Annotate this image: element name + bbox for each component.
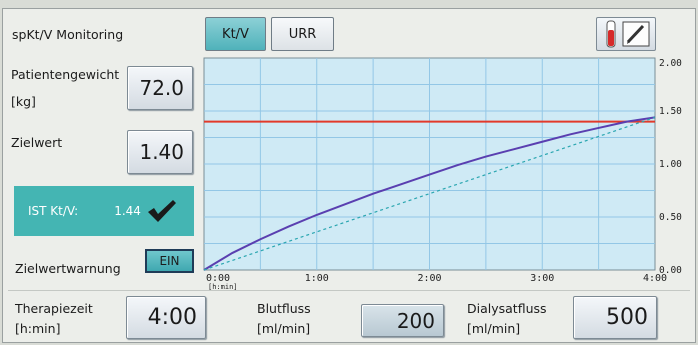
therapy-time-unit: [h:min]	[15, 321, 61, 336]
page-title: spKt/V Monitoring	[12, 27, 124, 42]
warning-label: Zielwertwarnung	[15, 261, 121, 276]
x-tick-label: 1:00	[305, 273, 329, 284]
dialysate-flow-label: Dialysatfluss	[467, 301, 547, 316]
line-layer	[203, 116, 656, 271]
ist-value: 1.44	[114, 204, 141, 218]
y-tick-label: 0.50	[659, 212, 682, 223]
tab-urr[interactable]: URR	[271, 17, 334, 51]
checkmark-icon	[147, 200, 176, 222]
tab-ktv[interactable]: Kt/V	[205, 17, 266, 51]
ist-ktv-display: IST Kt/V: 1.44	[14, 186, 194, 236]
blood-flow-unit: [ml/min]	[257, 321, 311, 336]
x-tick-label: 4:00	[643, 273, 667, 284]
target-label: Zielwert	[11, 135, 63, 150]
reference-line	[203, 116, 656, 271]
dialysate-flow-unit: [ml/min]	[467, 321, 521, 336]
x-tick-label: 0:00	[206, 273, 230, 284]
therapy-time-label: Therapiezeit	[15, 301, 93, 316]
y-tick-label: 1.00	[659, 159, 682, 170]
x-axis-unit: [h:min]	[208, 283, 238, 291]
weight-label: Patientengewicht	[11, 67, 120, 82]
weight-input-button[interactable]: 72.0	[127, 66, 193, 110]
blood-flow-label: Blutfluss	[257, 301, 311, 316]
y-tick-label: 1.50	[659, 106, 682, 117]
tick-layer: 0:00 1:00 2:00 3:00 4:00 [h:min] 0.00 0.50 1.00 1…	[206, 58, 682, 291]
ist-label: IST Kt/V:	[28, 204, 79, 218]
x-tick-label: 3:00	[530, 273, 554, 284]
x-tick-label: 2:00	[417, 273, 441, 284]
warning-toggle-button[interactable]: EIN	[145, 249, 194, 273]
blood-flow-button[interactable]: 200	[361, 304, 444, 337]
y-tick-label: 2.00	[659, 58, 682, 69]
therapy-time-button[interactable]: 4:00	[126, 296, 206, 339]
weight-unit-label: [kg]	[11, 94, 36, 109]
dialysate-flow-button[interactable]: 500	[573, 296, 657, 339]
separator	[8, 290, 690, 291]
target-input-button[interactable]: 1.40	[127, 130, 193, 174]
edit-tool-button[interactable]	[596, 17, 656, 51]
grid-layer	[204, 58, 655, 270]
actual-ktv-line	[203, 116, 656, 271]
test-tube-pencil-icon	[606, 20, 650, 48]
y-tick-label: 0.00	[659, 265, 682, 276]
